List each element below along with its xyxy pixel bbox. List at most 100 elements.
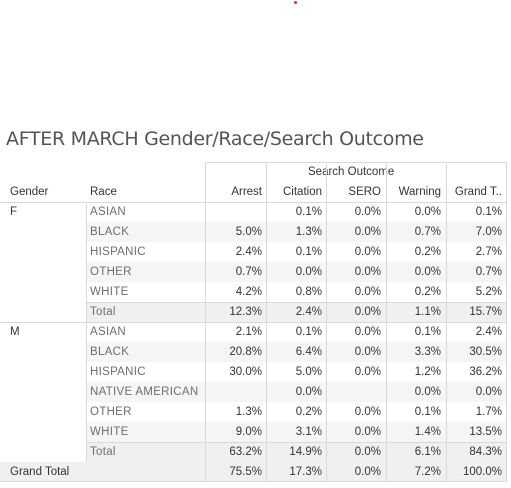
gender-column-header[interactable]: Gender bbox=[10, 186, 49, 198]
total-value-cell: 63.2% bbox=[229, 446, 262, 458]
total-value-cell: 0.0% bbox=[354, 306, 381, 318]
gender-label: M bbox=[10, 326, 20, 338]
value-cell: 1.4% bbox=[414, 426, 441, 438]
total-row-band bbox=[86, 442, 507, 462]
race-column-header[interactable]: Race bbox=[90, 186, 117, 198]
grand-total-band bbox=[0, 462, 507, 482]
group-divider bbox=[0, 322, 507, 323]
value-cell: 0.0% bbox=[354, 246, 381, 258]
measure-column-divider bbox=[326, 162, 327, 482]
value-cell: 0.0% bbox=[354, 286, 381, 298]
value-cell: 0.0% bbox=[414, 266, 441, 278]
value-cell: 0.7% bbox=[414, 226, 441, 238]
value-cell: 36.2% bbox=[469, 366, 502, 378]
value-cell: 0.7% bbox=[235, 266, 262, 278]
value-cell: 7.0% bbox=[475, 226, 502, 238]
total-value-cell: 15.7% bbox=[469, 306, 502, 318]
value-cell: 0.0% bbox=[354, 226, 381, 238]
value-cell: 4.2% bbox=[235, 286, 262, 298]
value-cell: 0.2% bbox=[414, 246, 441, 258]
value-cell: 6.4% bbox=[295, 346, 322, 358]
value-cell: 0.0% bbox=[414, 206, 441, 218]
total-value-cell: 0.0% bbox=[354, 446, 381, 458]
value-cell: 0.2% bbox=[414, 286, 441, 298]
value-cell: 13.5% bbox=[469, 426, 502, 438]
header-divider bbox=[0, 202, 507, 203]
value-cell: 30.5% bbox=[469, 346, 502, 358]
right-border bbox=[506, 162, 507, 482]
value-cell: 0.2% bbox=[295, 406, 322, 418]
grand-total-value-cell: 17.3% bbox=[289, 466, 322, 478]
bottom-border bbox=[0, 481, 507, 482]
gender-label: F bbox=[10, 206, 18, 218]
value-cell: 0.1% bbox=[295, 206, 322, 218]
value-cell: 0.0% bbox=[354, 346, 381, 358]
row-band bbox=[86, 262, 507, 282]
value-cell: 0.7% bbox=[475, 266, 502, 278]
race-label: BLACK bbox=[90, 226, 130, 238]
value-cell: 0.0% bbox=[354, 366, 381, 378]
total-value-cell: 84.3% bbox=[469, 446, 502, 458]
race-column-divider bbox=[86, 202, 87, 462]
value-cell: 0.0% bbox=[475, 386, 502, 398]
value-cell: 0.1% bbox=[475, 206, 502, 218]
race-label: WHITE bbox=[90, 286, 129, 298]
value-cell bbox=[202, 382, 262, 402]
race-label: HISPANIC bbox=[90, 366, 146, 378]
value-cell: 0.8% bbox=[295, 286, 322, 298]
value-cell: 0.0% bbox=[354, 266, 381, 278]
total-value-cell: 6.1% bbox=[414, 446, 441, 458]
value-cell: 0.0% bbox=[354, 426, 381, 438]
value-cell: 0.1% bbox=[295, 326, 322, 338]
column-header-grand-t[interactable]: Grand T.. bbox=[454, 186, 502, 198]
measure-column-divider bbox=[386, 162, 387, 482]
value-cell: 0.1% bbox=[295, 246, 322, 258]
value-cell: 3.1% bbox=[295, 426, 322, 438]
value-cell: 9.0% bbox=[235, 426, 262, 438]
crosstab-table: Search Outcome Gender Race Arrest Citatio… bbox=[0, 162, 507, 484]
grand-total-value-cell: 0.0% bbox=[354, 466, 381, 478]
value-cell: 0.1% bbox=[414, 406, 441, 418]
grand-total-value-cell: 75.5% bbox=[229, 466, 262, 478]
race-label: BLACK bbox=[90, 346, 130, 358]
value-cell: 0.0% bbox=[354, 326, 381, 338]
value-cell: 1.2% bbox=[414, 366, 441, 378]
total-label: Total bbox=[90, 446, 116, 458]
value-cell: 0.0% bbox=[354, 206, 381, 218]
total-label: Total bbox=[90, 306, 116, 318]
row-band bbox=[86, 222, 507, 242]
total-value-cell: 14.9% bbox=[289, 446, 322, 458]
measure-column-divider bbox=[446, 162, 447, 482]
column-header-sero[interactable]: SERO bbox=[348, 186, 381, 198]
value-cell: 2.7% bbox=[475, 246, 502, 258]
column-header-warning[interactable]: Warning bbox=[398, 186, 441, 198]
total-row-divider bbox=[86, 302, 507, 303]
value-cell: 30.0% bbox=[229, 366, 262, 378]
race-label: ASIAN bbox=[90, 326, 127, 338]
measure-column-divider bbox=[205, 162, 206, 482]
value-cell: 1.3% bbox=[235, 406, 262, 418]
value-cell: 5.0% bbox=[235, 226, 262, 238]
total-value-cell: 1.1% bbox=[414, 306, 441, 318]
column-header-citation[interactable]: Citation bbox=[283, 186, 322, 198]
row-band bbox=[86, 422, 507, 442]
measure-column-divider bbox=[266, 162, 267, 482]
value-cell: 1.7% bbox=[475, 406, 502, 418]
grand-total-value-cell: 100.0% bbox=[462, 466, 502, 478]
row-band bbox=[86, 342, 507, 362]
view-title: AFTER MARCH Gender/Race/Search Outcome bbox=[6, 128, 424, 150]
value-cell: 0.0% bbox=[295, 266, 322, 278]
value-cell: 20.8% bbox=[229, 346, 262, 358]
total-row-divider bbox=[86, 442, 507, 443]
race-label: OTHER bbox=[90, 266, 132, 278]
value-cell: 0.0% bbox=[354, 406, 381, 418]
race-label: HISPANIC bbox=[90, 246, 146, 258]
search-outcome-header: Search Outcome bbox=[308, 166, 395, 178]
value-cell: 0.0% bbox=[295, 386, 322, 398]
value-cell bbox=[321, 382, 381, 402]
total-value-cell: 2.4% bbox=[295, 306, 322, 318]
value-cell: 2.4% bbox=[235, 246, 262, 258]
column-header-arrest[interactable]: Arrest bbox=[231, 186, 262, 198]
row-band bbox=[86, 382, 507, 402]
value-cell bbox=[202, 202, 262, 222]
